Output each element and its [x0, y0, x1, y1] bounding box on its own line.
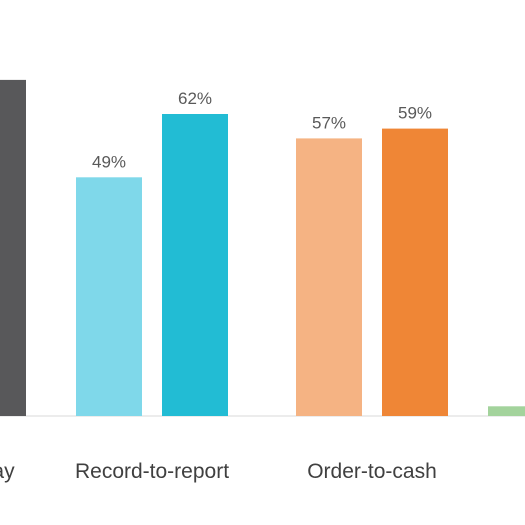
value-labels-layer: 49% 62% 57% 59%	[92, 89, 432, 171]
bar-3-0	[488, 406, 525, 416]
category-label-2: Order-to-cash	[307, 460, 437, 483]
value-label-2-0: 57%	[312, 113, 346, 132]
value-label-1-0: 49%	[92, 152, 126, 171]
category-label-1: Record-to-report	[75, 460, 229, 483]
bars-layer	[0, 79, 525, 417]
bar-2-0	[296, 138, 362, 416]
bar-1-0	[76, 177, 142, 416]
bar-2-1	[382, 128, 448, 416]
category-label-0: …ay	[0, 460, 15, 483]
value-label-2-1: 59%	[398, 104, 432, 123]
bar-0-0	[0, 79, 26, 417]
bar-1-1	[162, 114, 228, 416]
value-label-1-1: 62%	[178, 89, 212, 108]
category-labels-layer: …ay Record-to-report Order-to-cash	[0, 460, 437, 483]
